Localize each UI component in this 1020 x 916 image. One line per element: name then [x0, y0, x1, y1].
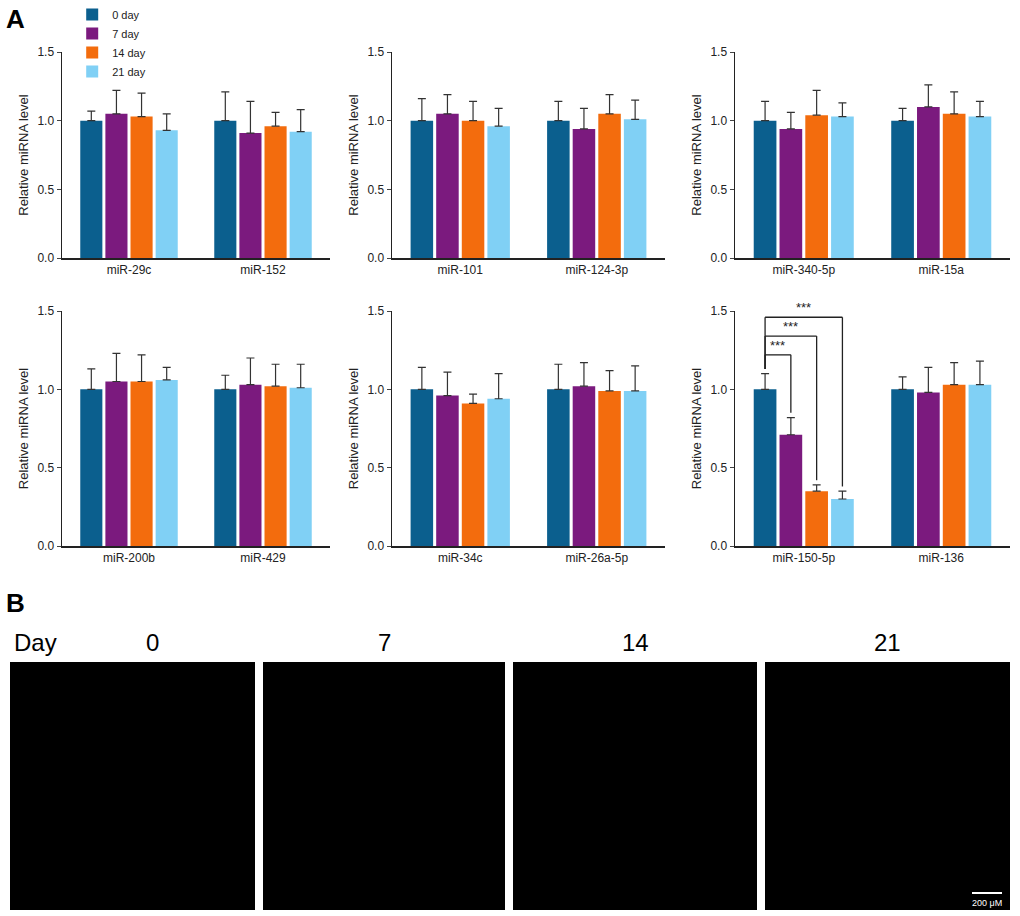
svg-text:miR-34c: miR-34c — [438, 551, 483, 565]
svg-text:***: *** — [783, 319, 798, 334]
svg-text:0.0: 0.0 — [710, 251, 727, 265]
svg-text:Relative miRNA level: Relative miRNA level — [689, 94, 704, 215]
svg-text:0.0: 0.0 — [37, 251, 54, 265]
svg-text:Relative miRNA level: Relative miRNA level — [16, 368, 31, 489]
svg-text:miR-26a-5p: miR-26a-5p — [565, 551, 628, 565]
svg-text:1.5: 1.5 — [367, 45, 384, 59]
svg-text:miR-124-3p: miR-124-3p — [565, 263, 628, 277]
svg-text:0.0: 0.0 — [367, 539, 384, 553]
svg-text:200 μM: 200 μM — [972, 898, 1002, 908]
svg-text:miR-15a: miR-15a — [919, 263, 965, 277]
svg-text:0.5: 0.5 — [367, 183, 384, 197]
svg-text:1.0: 1.0 — [367, 114, 384, 128]
svg-text:0.5: 0.5 — [37, 183, 54, 197]
svg-text:miR-150-5p: miR-150-5p — [772, 551, 835, 565]
svg-text:1.0: 1.0 — [37, 383, 54, 397]
svg-text:1.0: 1.0 — [367, 383, 384, 397]
svg-text:0.5: 0.5 — [367, 461, 384, 475]
svg-text:21: 21 — [874, 629, 901, 656]
svg-text:Relative miRNA level: Relative miRNA level — [689, 368, 704, 489]
svg-text:1.0: 1.0 — [710, 114, 727, 128]
svg-text:14: 14 — [622, 629, 649, 656]
svg-text:1.5: 1.5 — [37, 45, 54, 59]
svg-text:A: A — [6, 4, 25, 34]
svg-text:miR-136: miR-136 — [919, 551, 965, 565]
svg-text:1.5: 1.5 — [37, 304, 54, 318]
svg-text:Relative miRNA level: Relative miRNA level — [16, 94, 31, 215]
svg-text:Relative miRNA level: Relative miRNA level — [346, 368, 361, 489]
svg-text:7: 7 — [378, 629, 391, 656]
svg-text:miR-429: miR-429 — [240, 551, 286, 565]
svg-text:miR-340-5p: miR-340-5p — [772, 263, 835, 277]
svg-text:miR-200b: miR-200b — [103, 551, 155, 565]
svg-text:14 day: 14 day — [112, 47, 146, 59]
svg-text:0: 0 — [146, 629, 159, 656]
svg-text:0.5: 0.5 — [710, 461, 727, 475]
svg-text:21 day: 21 day — [112, 66, 146, 78]
svg-text:B: B — [6, 588, 25, 618]
svg-text:1.0: 1.0 — [37, 114, 54, 128]
svg-text:0 day: 0 day — [112, 9, 139, 21]
svg-text:Relative miRNA level: Relative miRNA level — [346, 94, 361, 215]
svg-text:0.5: 0.5 — [710, 183, 727, 197]
svg-text:1.5: 1.5 — [710, 304, 727, 318]
svg-text:1.5: 1.5 — [710, 45, 727, 59]
svg-text:miR-29c: miR-29c — [107, 263, 152, 277]
svg-text:Day: Day — [14, 629, 57, 656]
svg-text:miR-101: miR-101 — [438, 263, 484, 277]
svg-text:0.5: 0.5 — [37, 461, 54, 475]
svg-text:7 day: 7 day — [112, 28, 139, 40]
svg-text:***: *** — [796, 300, 811, 315]
svg-text:0.0: 0.0 — [367, 251, 384, 265]
svg-text:0.0: 0.0 — [37, 539, 54, 553]
svg-text:miR-152: miR-152 — [240, 263, 286, 277]
svg-text:1.5: 1.5 — [367, 304, 384, 318]
svg-text:1.0: 1.0 — [710, 383, 727, 397]
svg-text:0.0: 0.0 — [710, 539, 727, 553]
svg-text:***: *** — [770, 338, 785, 353]
